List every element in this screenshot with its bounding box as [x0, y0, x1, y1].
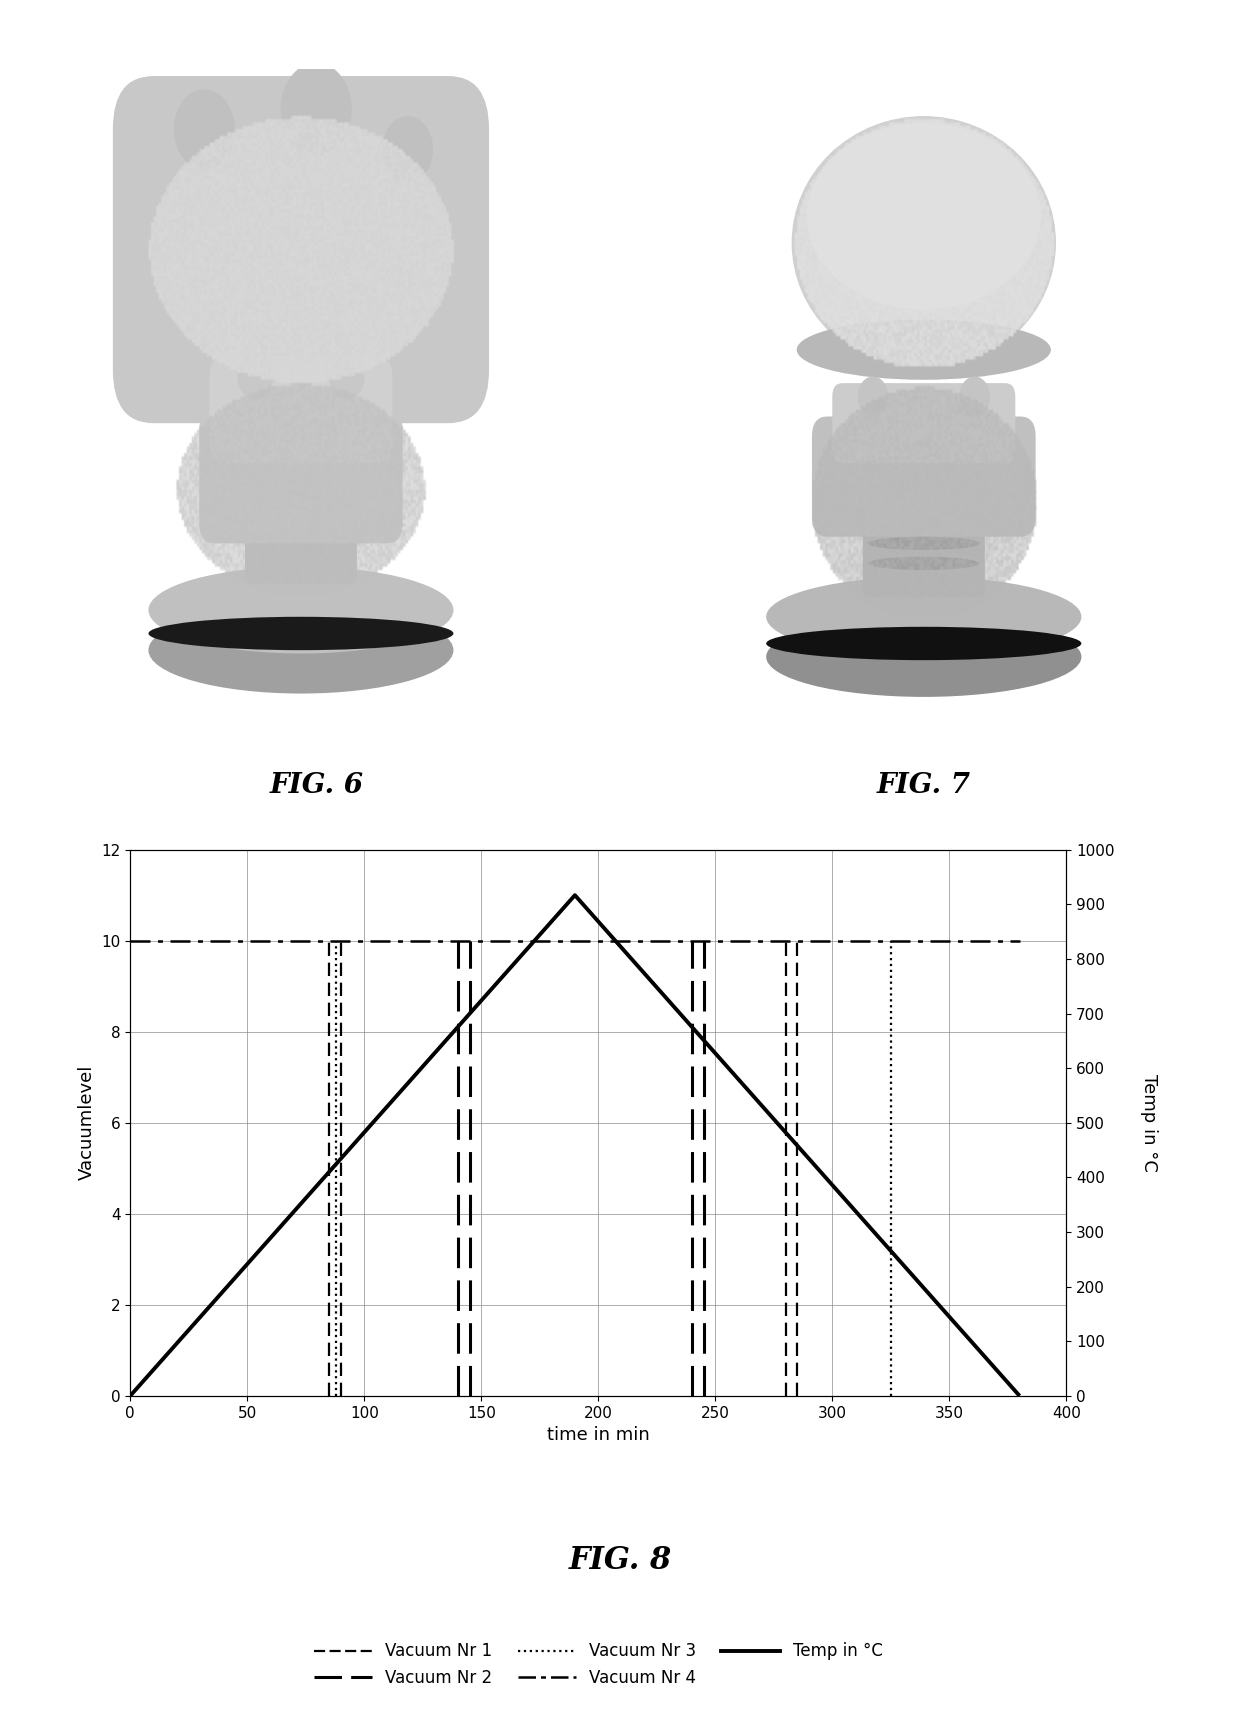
FancyBboxPatch shape: [832, 383, 1016, 463]
Ellipse shape: [807, 123, 1040, 310]
Ellipse shape: [766, 577, 1081, 657]
FancyBboxPatch shape: [863, 524, 985, 596]
Y-axis label: Vacuumlevel: Vacuumlevel: [78, 1065, 95, 1181]
Ellipse shape: [149, 617, 454, 650]
Circle shape: [237, 354, 273, 401]
Temp in °C: [568, 884, 583, 905]
Text: FIG. 7: FIG. 7: [877, 772, 971, 799]
Ellipse shape: [868, 538, 980, 550]
Temp in °C: [1012, 1385, 1027, 1406]
FancyBboxPatch shape: [210, 357, 392, 463]
Circle shape: [174, 90, 234, 170]
Circle shape: [382, 116, 433, 182]
Legend: Vacuum Nr 1, Vacuum Nr 2, Vacuum Nr 3, Vacuum Nr 4, Temp in °C: Vacuum Nr 1, Vacuum Nr 2, Vacuum Nr 3, V…: [308, 1635, 889, 1694]
Ellipse shape: [868, 557, 980, 570]
FancyBboxPatch shape: [246, 503, 357, 583]
FancyBboxPatch shape: [200, 409, 403, 543]
Circle shape: [858, 376, 888, 416]
Ellipse shape: [796, 319, 1050, 380]
Temp in °C: [123, 1385, 138, 1406]
FancyBboxPatch shape: [812, 416, 1035, 538]
Ellipse shape: [766, 626, 1081, 661]
X-axis label: time in min: time in min: [547, 1425, 650, 1444]
Line: Temp in °C: Temp in °C: [130, 895, 1019, 1396]
Ellipse shape: [149, 607, 454, 694]
Ellipse shape: [791, 116, 1056, 369]
Ellipse shape: [149, 567, 454, 654]
Y-axis label: Temp in °C: Temp in °C: [1140, 1073, 1158, 1172]
Circle shape: [280, 62, 352, 156]
Text: FIG. 8: FIG. 8: [568, 1545, 672, 1576]
Circle shape: [960, 376, 990, 416]
Text: FIG. 6: FIG. 6: [269, 772, 363, 799]
FancyBboxPatch shape: [113, 76, 489, 423]
Ellipse shape: [766, 617, 1081, 697]
Circle shape: [329, 354, 365, 401]
